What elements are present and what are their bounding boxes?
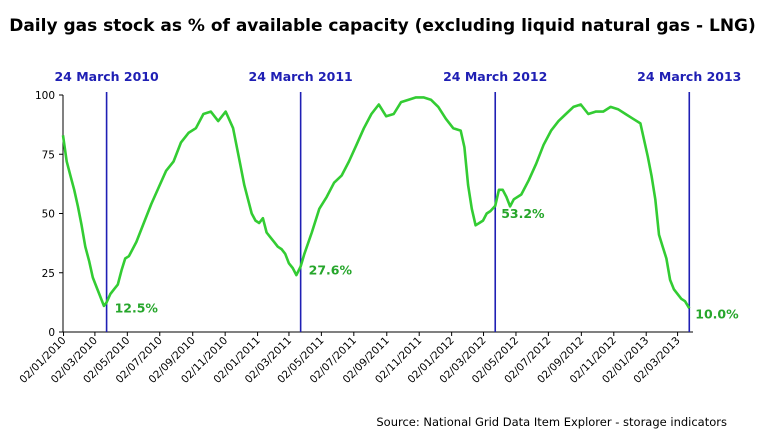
value-label: 27.6%: [309, 263, 353, 278]
y-tick-label: 0: [48, 327, 55, 339]
y-tick-label: 100: [35, 90, 55, 102]
source-note: Source: National Grid Data Item Explorer…: [376, 415, 727, 429]
y-tick-label: 25: [42, 268, 55, 280]
marker-label: 24 March 2011: [249, 69, 353, 84]
series-line: [61, 96, 691, 309]
marker-label: 24 March 2012: [443, 69, 547, 84]
marker-label: 24 March 2010: [54, 69, 159, 84]
chart-title: Daily gas stock as % of available capaci…: [9, 16, 756, 36]
value-label: 10.0%: [695, 306, 739, 321]
chart-labels: 24 March 2010 24 March 2011 24 March 2012 2…: [54, 69, 741, 321]
marker-label: 24 March 2013: [637, 69, 741, 84]
chart-marks: [61, 92, 691, 332]
y-tick-label: 50: [42, 209, 55, 221]
y-tick-label: 75: [42, 149, 55, 161]
chart-axes: 025507510002/01/201002/03/201002/05/2010…: [17, 90, 693, 386]
value-label: 53.2%: [501, 206, 545, 221]
value-label: 12.5%: [115, 300, 159, 315]
